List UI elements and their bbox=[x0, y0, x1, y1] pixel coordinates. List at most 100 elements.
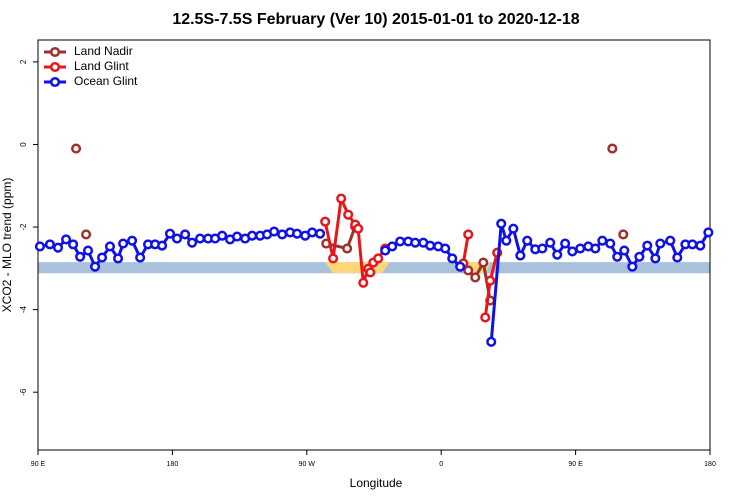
data-point bbox=[650, 253, 661, 264]
y-tick-label: 0 bbox=[19, 142, 28, 147]
data-point bbox=[353, 223, 364, 234]
data-point bbox=[82, 245, 94, 256]
data-point bbox=[575, 243, 586, 254]
legend-label: Land Glint bbox=[74, 59, 129, 73]
data-point bbox=[232, 231, 243, 242]
x-tick-label: 90 E bbox=[568, 461, 583, 468]
data-point bbox=[387, 241, 398, 252]
data-point bbox=[171, 233, 183, 244]
y-tick-label: -6 bbox=[19, 388, 28, 396]
data-point bbox=[634, 251, 645, 262]
data-point bbox=[277, 229, 288, 240]
data-point bbox=[373, 253, 384, 264]
data-point bbox=[315, 228, 326, 239]
data-point bbox=[81, 229, 92, 240]
data-point bbox=[247, 230, 258, 241]
data-point bbox=[342, 243, 353, 254]
y-axis-label: XCO2 - MLO trend (ppm) bbox=[0, 178, 14, 313]
land-fill bbox=[325, 262, 390, 273]
data-point bbox=[470, 272, 481, 283]
legend-marker bbox=[49, 61, 61, 73]
data-point bbox=[358, 277, 369, 288]
data-point bbox=[269, 226, 280, 237]
data-point bbox=[395, 236, 406, 247]
legend-label: Ocean Glint bbox=[74, 74, 138, 88]
data-point bbox=[618, 229, 629, 240]
y-tick-label: -4 bbox=[19, 306, 28, 314]
x-tick-label: 180 bbox=[704, 461, 716, 468]
data-point bbox=[410, 237, 421, 248]
series bbox=[320, 193, 503, 323]
data-point bbox=[501, 235, 512, 246]
data-point bbox=[567, 246, 578, 257]
data-point bbox=[545, 237, 556, 248]
data-point bbox=[135, 252, 146, 263]
data-point bbox=[665, 235, 676, 246]
legend-label: Land Nadir bbox=[74, 44, 133, 58]
data-point bbox=[463, 229, 474, 240]
data-point bbox=[425, 240, 436, 251]
data-point bbox=[627, 261, 638, 272]
data-point bbox=[118, 238, 129, 249]
data-point bbox=[619, 245, 630, 256]
data-point bbox=[44, 239, 55, 250]
legend-marker bbox=[49, 76, 61, 88]
data-point bbox=[336, 193, 347, 204]
x-tick-label: 0 bbox=[439, 461, 443, 468]
data-point bbox=[496, 218, 507, 229]
data-point bbox=[485, 275, 496, 286]
x-tick-label: 90 E bbox=[31, 461, 46, 468]
data-point bbox=[560, 238, 571, 249]
data-point bbox=[75, 251, 86, 262]
data-point bbox=[440, 243, 451, 254]
series bbox=[71, 143, 629, 306]
data-point bbox=[97, 252, 108, 263]
data-point bbox=[703, 227, 714, 238]
data-point bbox=[61, 234, 72, 245]
x-tick-label: 90 W bbox=[299, 461, 316, 468]
data-point bbox=[71, 143, 82, 154]
data-point bbox=[157, 240, 168, 251]
data-point bbox=[478, 257, 489, 268]
data-point bbox=[655, 238, 666, 249]
data-point bbox=[217, 230, 228, 241]
data-point bbox=[695, 240, 706, 251]
data-point bbox=[597, 235, 608, 246]
data-point bbox=[112, 253, 124, 264]
x-tick-label: 180 bbox=[167, 461, 179, 468]
data-point bbox=[187, 237, 198, 248]
data-point bbox=[537, 243, 548, 254]
y-tick-label: 2 bbox=[19, 59, 28, 64]
data-point bbox=[605, 238, 616, 249]
data-point bbox=[343, 209, 354, 220]
data-point bbox=[68, 239, 79, 250]
data-point bbox=[508, 223, 519, 234]
data-point bbox=[104, 241, 116, 252]
data-point bbox=[522, 235, 533, 246]
data-point bbox=[89, 261, 101, 272]
legend-marker bbox=[49, 46, 61, 58]
data-point bbox=[328, 253, 339, 264]
x-axis-label: Longitude bbox=[350, 476, 403, 490]
data-point bbox=[672, 252, 683, 263]
data-point bbox=[447, 253, 458, 264]
chart-title: 12.5S-7.5S February (Ver 10) 2015-01-01 … bbox=[172, 11, 579, 28]
data-point bbox=[486, 336, 497, 347]
data-point bbox=[380, 245, 391, 256]
data-point bbox=[194, 233, 206, 244]
series bbox=[34, 218, 714, 347]
data-point bbox=[480, 312, 491, 323]
data-point bbox=[552, 249, 563, 260]
data-point bbox=[127, 235, 138, 246]
data-point bbox=[52, 242, 64, 253]
data-point bbox=[515, 250, 526, 261]
data-point bbox=[292, 228, 303, 239]
data-point bbox=[607, 143, 618, 154]
data-point bbox=[590, 243, 601, 254]
data-point bbox=[307, 227, 318, 238]
data-point bbox=[34, 241, 45, 252]
data-point bbox=[455, 261, 466, 272]
y-tick-label: -2 bbox=[19, 223, 28, 231]
data-point bbox=[642, 240, 653, 251]
